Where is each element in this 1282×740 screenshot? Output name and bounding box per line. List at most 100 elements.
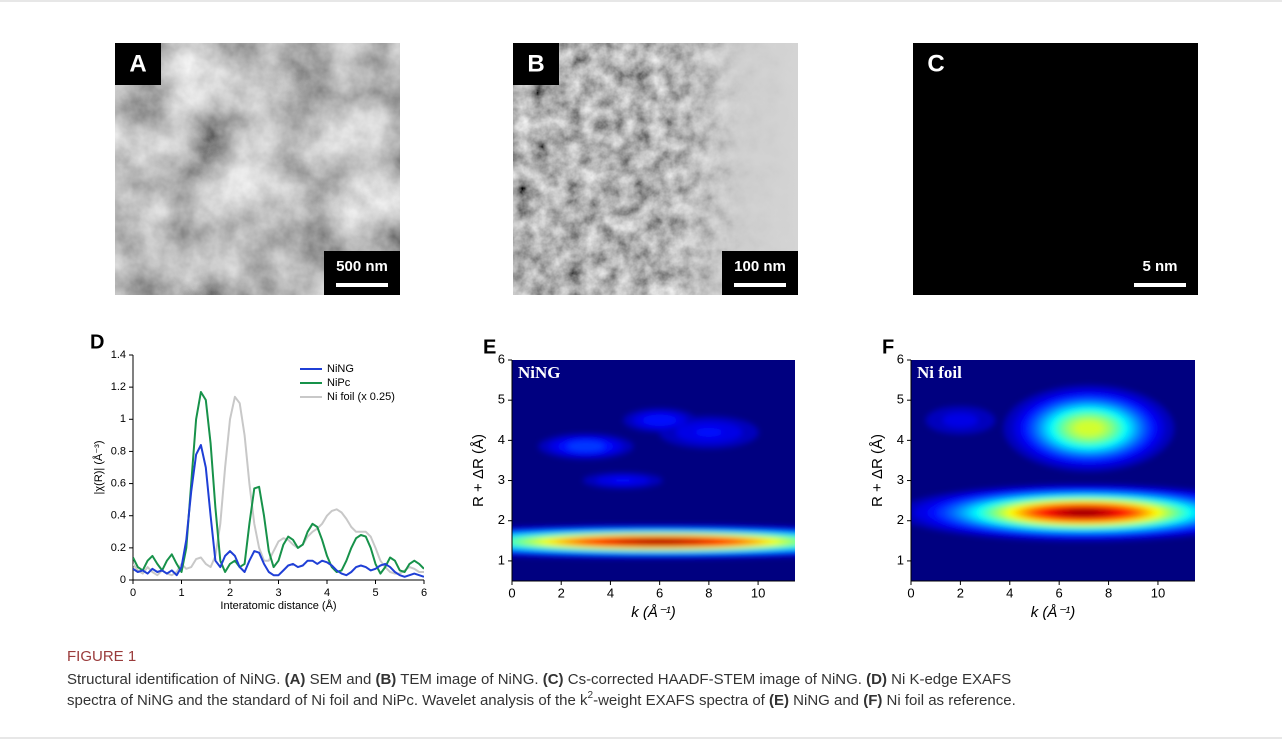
panel-label: C bbox=[927, 50, 944, 77]
x-tick-label: 2 bbox=[957, 585, 964, 600]
caption-segment: 2 bbox=[588, 690, 594, 701]
legend-label: NiPc bbox=[327, 377, 351, 389]
y-axis-label: |χ(R)| (Å⁻³) bbox=[92, 441, 105, 495]
heat-contour bbox=[942, 412, 979, 428]
panel-label: D bbox=[90, 331, 104, 353]
x-tick-label: 8 bbox=[1105, 585, 1112, 600]
x-tick-label: 1 bbox=[178, 587, 184, 599]
data-line bbox=[133, 391, 424, 575]
scale-bar-label: 5 nm bbox=[1142, 258, 1177, 275]
caption-segment: (F) bbox=[863, 692, 882, 709]
x-tick-label: 0 bbox=[508, 585, 515, 600]
legend-label: NiNG bbox=[327, 363, 354, 375]
micrograph: B 100 nm bbox=[513, 43, 798, 295]
y-tick-label: 4 bbox=[498, 432, 505, 447]
panel-label-box bbox=[513, 43, 559, 85]
caption-line: spectra of NiNG and the standard of Ni f… bbox=[67, 690, 1016, 709]
scale-bar-box bbox=[722, 251, 798, 295]
y-tick-label: 3 bbox=[498, 472, 505, 487]
y-tick-label: 1 bbox=[120, 413, 126, 425]
x-tick-label: 4 bbox=[324, 587, 330, 599]
y-tick-label: 0.4 bbox=[111, 510, 126, 522]
y-tick-label: 5 bbox=[498, 392, 505, 407]
y-tick-label: 6 bbox=[897, 351, 904, 366]
y-tick-label: 1.2 bbox=[111, 381, 126, 393]
caption-line: Structural identification of NiNG. (A) S… bbox=[67, 671, 1011, 688]
x-tick-label: 4 bbox=[607, 585, 614, 600]
x-tick-label: 2 bbox=[227, 587, 233, 599]
micrograph: A 500 nm bbox=[115, 43, 400, 295]
caption-segment: -weight EXAFS spectra of bbox=[593, 692, 769, 709]
caption-segment: (E) bbox=[769, 692, 789, 709]
panel-label: A bbox=[129, 50, 146, 77]
y-axis-label: R + ΔR (Å) bbox=[869, 434, 886, 507]
x-tick-label: 0 bbox=[130, 587, 136, 599]
panel-label: B bbox=[527, 50, 544, 77]
caption-segment: Ni K-edge EXAFS bbox=[887, 671, 1011, 688]
y-tick-label: 0 bbox=[120, 574, 126, 586]
heatmap bbox=[512, 360, 795, 581]
heatmap-layers bbox=[512, 408, 795, 559]
panel-label-box bbox=[115, 43, 161, 85]
panel-label: F bbox=[882, 336, 894, 358]
panel-label-box bbox=[913, 43, 959, 85]
y-tick-label: 6 bbox=[498, 351, 505, 366]
scale-bar bbox=[336, 283, 388, 287]
caption-segment: SEM and bbox=[305, 671, 375, 688]
caption-segment: (D) bbox=[866, 671, 887, 688]
y-tick-label: 5 bbox=[897, 392, 904, 407]
panel-label: E bbox=[483, 336, 496, 358]
x-tick-label: 8 bbox=[705, 585, 712, 600]
caption-segment: (B) bbox=[375, 671, 396, 688]
y-tick-label: 0.6 bbox=[111, 477, 126, 489]
caption-heading: FIGURE 1 bbox=[67, 648, 136, 665]
heat-contour bbox=[1074, 420, 1104, 436]
x-tick-label: 4 bbox=[1006, 585, 1013, 600]
x-tick-label: 6 bbox=[1056, 585, 1063, 600]
scale-bar-box bbox=[324, 251, 400, 295]
x-axis-label: Interatomic distance (Å) bbox=[220, 599, 336, 612]
x-tick-label: 6 bbox=[656, 585, 663, 600]
caption-segment: Ni foil as reference. bbox=[882, 692, 1015, 709]
caption-segment: spectra of NiNG and the standard of Ni f… bbox=[67, 692, 588, 709]
heatmap-label: NiNG bbox=[518, 363, 561, 382]
scale-bar-box bbox=[1122, 251, 1198, 295]
x-tick-label: 10 bbox=[1151, 585, 1165, 600]
x-tick-label: 0 bbox=[907, 585, 914, 600]
y-tick-label: 0.2 bbox=[111, 542, 126, 554]
heatmap-layers bbox=[911, 384, 1195, 542]
x-tick-label: 5 bbox=[372, 587, 378, 599]
caption-segment: (A) bbox=[285, 671, 306, 688]
y-tick-label: 1 bbox=[498, 552, 505, 567]
y-tick-label: 2 bbox=[498, 512, 505, 527]
legend-label: Ni foil (x 0.25) bbox=[327, 391, 395, 403]
heat-contour bbox=[642, 414, 678, 426]
heat-contour bbox=[567, 441, 605, 452]
heat-contour bbox=[611, 478, 634, 483]
scale-bar-label: 500 nm bbox=[336, 258, 388, 275]
data-line bbox=[133, 444, 424, 578]
caption-segment: (C) bbox=[543, 671, 564, 688]
y-axis-label: R + ΔR (Å) bbox=[470, 434, 487, 507]
micrograph: C 5 nm bbox=[913, 43, 1198, 295]
x-axis-label: k (Å⁻¹) bbox=[1031, 604, 1076, 621]
x-tick-label: 6 bbox=[421, 587, 427, 599]
y-tick-label: 4 bbox=[897, 432, 904, 447]
scale-bar bbox=[1134, 283, 1186, 287]
heatmap-background bbox=[911, 360, 1195, 581]
heat-contour bbox=[634, 540, 685, 544]
caption-segment: NiNG and bbox=[789, 692, 863, 709]
caption-segment: Structural identification of NiNG. bbox=[67, 671, 285, 688]
heat-contour bbox=[695, 427, 723, 437]
x-axis-label: k (Å⁻¹) bbox=[631, 604, 676, 621]
scale-bar-label: 100 nm bbox=[734, 258, 786, 275]
y-tick-label: 3 bbox=[897, 472, 904, 487]
y-tick-label: 1 bbox=[897, 552, 904, 567]
heatmap-label: Ni foil bbox=[917, 363, 962, 382]
heat-contour bbox=[1067, 510, 1100, 516]
x-tick-label: 3 bbox=[275, 587, 281, 599]
heatmap bbox=[911, 360, 1195, 581]
x-tick-label: 10 bbox=[751, 585, 765, 600]
data-line bbox=[133, 395, 424, 577]
